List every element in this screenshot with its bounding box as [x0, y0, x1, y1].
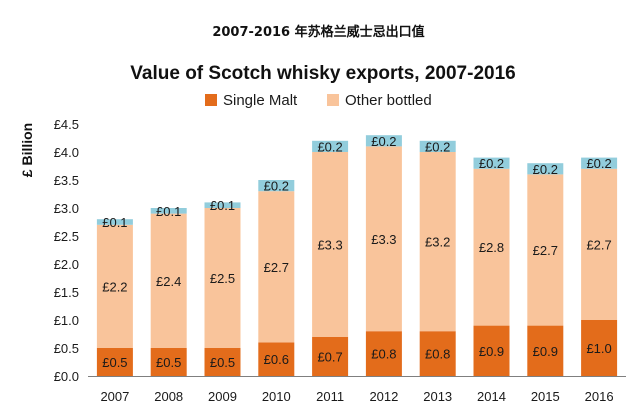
- x-tick-label: 2014: [477, 389, 506, 404]
- bar-segment-other-bottled: [419, 152, 456, 332]
- x-tick-label: 2013: [423, 389, 452, 404]
- y-tick-label: £3.5: [54, 173, 79, 188]
- bar-segment-top: [258, 180, 295, 192]
- x-tick-label: 2015: [531, 389, 560, 404]
- bar-value-label: £0.2: [264, 179, 289, 194]
- bar-segment-top: [473, 157, 510, 169]
- bar-value-label: £0.7: [317, 349, 342, 364]
- y-tick-label: £0.5: [54, 341, 79, 356]
- page-supertitle: 2007-2016 年苏格兰威士忌出口值: [212, 25, 425, 40]
- bar-segment-single-malt: [150, 348, 187, 376]
- bar-value-label: £1.0: [586, 341, 611, 356]
- x-tick-label: 2011: [316, 389, 344, 404]
- bar-value-label: £0.2: [479, 156, 504, 171]
- bar-value-label: £0.1: [156, 204, 181, 219]
- legend-label-other-bottled: Other bottled: [345, 92, 432, 109]
- legend-swatch-other-bottled: [327, 94, 339, 106]
- bar-segment-top: [365, 135, 402, 147]
- bars-group: [96, 135, 618, 376]
- bar-segment-single-malt: [96, 348, 133, 376]
- bar-segment-single-malt: [581, 320, 618, 376]
- y-tick-label: £3.0: [54, 201, 79, 216]
- x-axis-ticks: 2007 2008 2009 2010 2011 2012 2013 2014 2015 2016: [100, 389, 613, 404]
- bar-value-label: £0.2: [317, 139, 342, 154]
- bar-segment-top: [150, 208, 187, 214]
- bar-value-label: £2.7: [264, 260, 289, 275]
- bar-segment-other-bottled: [204, 208, 241, 348]
- bar-segment-other-bottled: [150, 213, 187, 348]
- bar-segment-single-malt: [419, 331, 456, 376]
- legend-swatch-single-malt: [205, 94, 217, 106]
- bar-segment-other-bottled: [581, 168, 618, 320]
- y-tick-label: £2.0: [54, 257, 79, 272]
- bar-value-label: £0.1: [102, 215, 127, 230]
- bar-value-label: £0.9: [533, 344, 558, 359]
- bar-segment-other-bottled: [312, 152, 349, 337]
- x-tick-label: 2008: [154, 389, 183, 404]
- bar-value-label: £2.4: [156, 274, 181, 289]
- bar-segment-single-malt: [365, 331, 402, 376]
- bar-segment-other-bottled: [365, 146, 402, 332]
- bar-value-label: £0.5: [102, 355, 127, 370]
- x-tick-label: 2010: [262, 389, 291, 404]
- bar-segment-other-bottled: [473, 168, 510, 326]
- bar-value-label: £0.2: [533, 162, 558, 177]
- y-tick-label: £0.0: [54, 369, 79, 384]
- y-axis-ticks: £0.0 £0.5 £1.0 £1.5 £2.0 £2.5 £3.0 £3.5 £4.0 £4.5: [54, 117, 79, 384]
- bar-value-label: £0.8: [425, 347, 450, 362]
- bar-labels-group: £0.5 £2.2 £0.1 £0.5 £2.4 £0.1 £0.5 £2.5 £0.1 £0.6…: [102, 134, 612, 370]
- bar-segment-other-bottled: [527, 174, 564, 326]
- bar-value-label: £0.9: [479, 344, 504, 359]
- x-tick-label: 2012: [369, 389, 398, 404]
- bar-value-label: £3.3: [371, 232, 396, 247]
- bar-value-label: £0.2: [425, 139, 450, 154]
- bar-value-label: £2.7: [586, 237, 611, 252]
- bar-value-label: £0.8: [371, 347, 396, 362]
- x-tick-label: 2009: [208, 389, 237, 404]
- bar-segment-top: [96, 219, 133, 225]
- bar-segment-single-malt: [527, 325, 564, 376]
- y-tick-label: £4.5: [54, 117, 79, 132]
- y-tick-label: £1.0: [54, 313, 79, 328]
- bar-segment-top: [419, 140, 456, 152]
- y-tick-label: £2.5: [54, 229, 79, 244]
- bar-value-label: £2.8: [479, 240, 504, 255]
- bar-value-label: £2.5: [210, 271, 235, 286]
- bar-value-label: £2.2: [102, 279, 127, 294]
- bar-segment-top: [581, 157, 618, 169]
- bar-segment-top: [312, 140, 349, 152]
- bar-segment-other-bottled: [258, 191, 295, 343]
- bar-segment-single-malt: [473, 325, 510, 376]
- bar-segment-top: [204, 202, 241, 208]
- chart-legend: Single Malt Other bottled: [205, 92, 432, 109]
- bar-segment-top: [527, 163, 564, 175]
- bar-value-label: £0.5: [156, 355, 181, 370]
- y-tick-label: £4.0: [54, 145, 79, 160]
- y-axis-title: £ Billion: [19, 123, 35, 177]
- bar-segment-single-malt: [258, 342, 295, 376]
- bar-value-label: £0.6: [264, 352, 289, 367]
- bar-value-label: £0.2: [586, 156, 611, 171]
- chart-title: Value of Scotch whisky exports, 2007-201…: [130, 63, 515, 84]
- bar-value-label: £0.2: [371, 134, 396, 149]
- x-tick-label: 2016: [585, 389, 614, 404]
- legend-label-single-malt: Single Malt: [223, 92, 298, 109]
- bar-value-label: £3.3: [317, 237, 342, 252]
- bar-value-label: £0.5: [210, 355, 235, 370]
- bar-segment-single-malt: [204, 348, 241, 376]
- bar-segment-single-malt: [312, 336, 349, 376]
- x-tick-label: 2007: [100, 389, 129, 404]
- bar-value-label: £3.2: [425, 235, 450, 250]
- bar-value-label: £0.1: [210, 198, 235, 213]
- bar-segment-other-bottled: [96, 224, 133, 348]
- y-tick-label: £1.5: [54, 285, 79, 300]
- bar-value-label: £2.7: [533, 243, 558, 258]
